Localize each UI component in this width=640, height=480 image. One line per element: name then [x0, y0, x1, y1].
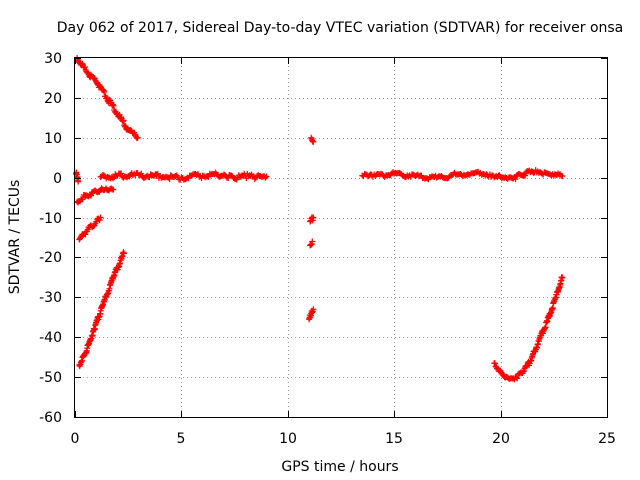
data-point — [309, 238, 316, 245]
data-point — [84, 220, 99, 233]
data-point — [307, 240, 315, 249]
y-axis-label: SDTVAR / TECUs — [7, 180, 23, 295]
data-point — [508, 170, 524, 183]
data-point — [220, 171, 237, 182]
data-point — [559, 274, 566, 281]
data-point — [552, 274, 565, 301]
data-point — [310, 214, 317, 221]
data-point — [93, 185, 109, 196]
data-point — [263, 173, 270, 180]
data-point — [120, 250, 127, 257]
y-tick-label: 0 — [53, 171, 62, 187]
x-tick-label: 10 — [279, 431, 297, 447]
axis-ticks: 0 5 10 15 20 25 -60 -50 -40 -30 -20 -10 0 10 20 30 — [39, 51, 616, 447]
data-point — [157, 172, 184, 183]
y-tick-label: -30 — [39, 290, 62, 306]
data-point — [359, 170, 375, 180]
x-tick-label: 0 — [71, 431, 80, 447]
data-point — [76, 228, 90, 243]
y-tick-label: -60 — [39, 410, 62, 426]
data-point — [559, 173, 566, 180]
x-tick-label: 25 — [598, 431, 616, 447]
y-tick-label: 30 — [44, 51, 62, 67]
y-tick-label: -10 — [39, 211, 62, 227]
data-point — [103, 185, 116, 194]
chart-title: Day 062 of 2017, Sidereal Day-to-day VTE… — [57, 20, 624, 36]
data-point — [82, 66, 99, 84]
x-tick-label: 15 — [385, 431, 403, 447]
data-point — [97, 214, 104, 221]
data-point — [310, 138, 317, 145]
data-point — [529, 167, 546, 177]
x-tick-label: 20 — [492, 431, 510, 447]
data-point — [75, 178, 82, 185]
y-tick-label: -40 — [39, 330, 62, 346]
y-tick-label: -20 — [39, 250, 62, 266]
x-tick-label: 5 — [177, 431, 186, 447]
plot-frame — [74, 57, 608, 418]
data-point — [455, 168, 482, 180]
data-point — [134, 134, 141, 141]
y-tick-label: 10 — [44, 131, 62, 147]
data-point — [544, 294, 559, 325]
data-point — [310, 306, 317, 313]
data-point — [412, 171, 439, 183]
data-point — [308, 134, 316, 145]
data-point — [74, 55, 88, 71]
data-point — [110, 186, 117, 193]
data-point — [369, 169, 397, 181]
y-tick-label: 20 — [44, 91, 62, 107]
x-axis-label: GPS time / hours — [281, 459, 398, 475]
data-point — [486, 171, 503, 181]
data-point — [74, 191, 88, 206]
y-tick-label: -50 — [39, 370, 62, 386]
data-point — [178, 170, 205, 183]
data-points — [73, 55, 566, 383]
data-point — [433, 169, 460, 182]
